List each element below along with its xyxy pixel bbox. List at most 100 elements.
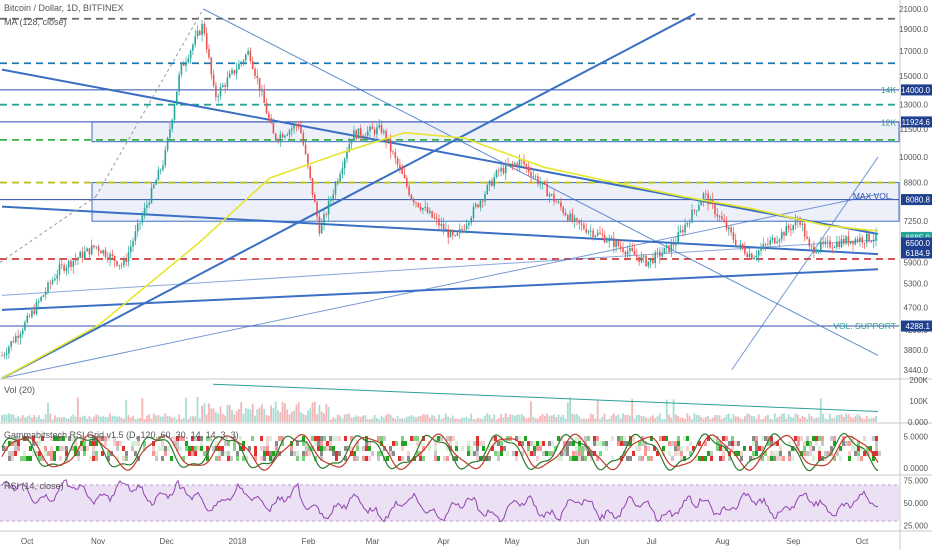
- volume-bar: [571, 413, 574, 422]
- candle-body: [702, 193, 705, 202]
- price-tick-label: 19000.0: [899, 25, 928, 34]
- grid-cell: [548, 441, 551, 446]
- candle-body: [603, 235, 606, 243]
- grid-cell: [422, 436, 425, 441]
- candle-body: [615, 241, 617, 247]
- volume-bar: [396, 415, 399, 422]
- grid-cell: [818, 456, 821, 461]
- candle-body: [125, 259, 127, 262]
- grid-cell: [752, 441, 755, 446]
- volume-bar: [155, 415, 157, 422]
- grid-cell: [680, 446, 683, 451]
- candle-body: [686, 222, 689, 225]
- candle-body: [95, 246, 98, 248]
- grid-cell: [872, 456, 875, 461]
- grid-cell: [743, 446, 746, 451]
- volume-bar: [438, 414, 440, 422]
- grid-cell: [407, 456, 410, 461]
- grid-cell: [74, 436, 77, 441]
- candle-body: [778, 239, 781, 242]
- grid-cell: [446, 436, 449, 441]
- grid-cell: [476, 441, 479, 446]
- grid-cell: [56, 446, 59, 451]
- rsi-band: [0, 485, 899, 521]
- grid-cell: [155, 456, 158, 461]
- grid-cell: [455, 456, 458, 461]
- price-badge-label: 11924.6: [902, 118, 931, 127]
- grid-cell: [122, 456, 125, 461]
- volume-bar: [762, 418, 765, 422]
- volume-tick-label: 200K: [909, 376, 928, 385]
- grid-cell: [572, 451, 575, 456]
- volume-bar: [316, 414, 318, 422]
- candle-body: [746, 253, 748, 258]
- volume-bar: [336, 414, 339, 422]
- candle-body: [380, 124, 383, 133]
- candle-body: [649, 258, 652, 262]
- volume-bar: [725, 414, 728, 422]
- candle-body: [408, 186, 410, 195]
- grid-cell: [536, 446, 539, 451]
- candle-body: [739, 244, 742, 246]
- volume-bar: [635, 414, 638, 422]
- grid-cell: [80, 446, 83, 451]
- volume-bar: [753, 416, 755, 422]
- date-tick-label: Aug: [715, 537, 729, 546]
- date-tick-label: Nov: [91, 537, 105, 546]
- candle-body: [843, 238, 845, 244]
- candle-body: [277, 139, 279, 141]
- rsi-legend: RSI (14, close): [4, 481, 64, 491]
- volume-bar: [840, 414, 843, 422]
- volume-bar: [576, 413, 578, 422]
- grid-cell: [29, 456, 32, 461]
- volume-bar: [348, 413, 351, 422]
- candle-body: [454, 235, 456, 236]
- grid-cell: [581, 456, 584, 461]
- grid-cell: [209, 436, 212, 441]
- candle-body: [162, 165, 164, 170]
- volume-bar: [173, 417, 176, 422]
- volume-bar: [573, 414, 576, 422]
- volume-bar: [746, 413, 749, 422]
- volume-bar: [171, 417, 174, 422]
- grid-cell: [770, 436, 773, 441]
- candle-body: [521, 159, 523, 161]
- grid-cell: [422, 456, 425, 461]
- candle-body: [433, 217, 436, 219]
- candle-body: [274, 133, 277, 140]
- grid-cell: [263, 451, 266, 456]
- candle-body: [760, 248, 762, 251]
- grid-cell: [20, 456, 23, 461]
- grid-cell: [686, 436, 689, 441]
- grid-cell: [212, 446, 215, 451]
- candle-body: [242, 60, 245, 63]
- candle-body: [410, 194, 413, 200]
- grid-cell: [203, 451, 206, 456]
- volume-bar: [83, 415, 86, 422]
- grid-cell: [506, 451, 509, 456]
- volume-bar: [778, 416, 781, 422]
- grid-cell: [143, 446, 146, 451]
- volume-bar: [302, 413, 305, 422]
- candle-body: [426, 207, 429, 213]
- candle-body: [640, 256, 643, 263]
- volume-bar: [829, 413, 831, 422]
- candle-body: [215, 85, 217, 98]
- volume-bar: [300, 412, 302, 422]
- grid-cell: [575, 456, 578, 461]
- volume-bar: [663, 419, 666, 422]
- grid-cell: [677, 446, 680, 451]
- grid-cell: [755, 446, 758, 451]
- volume-bar: [553, 414, 555, 422]
- volume-bar: [854, 416, 857, 422]
- volume-bar: [194, 416, 197, 422]
- grid-cell: [722, 446, 725, 451]
- volume-bar: [619, 418, 622, 422]
- grid-cell: [716, 441, 719, 446]
- date-tick-label: Oct: [21, 537, 34, 546]
- candle-body: [58, 264, 61, 275]
- grid-cell: [869, 446, 872, 451]
- volume-bar: [750, 416, 753, 422]
- grid-cell: [497, 456, 500, 461]
